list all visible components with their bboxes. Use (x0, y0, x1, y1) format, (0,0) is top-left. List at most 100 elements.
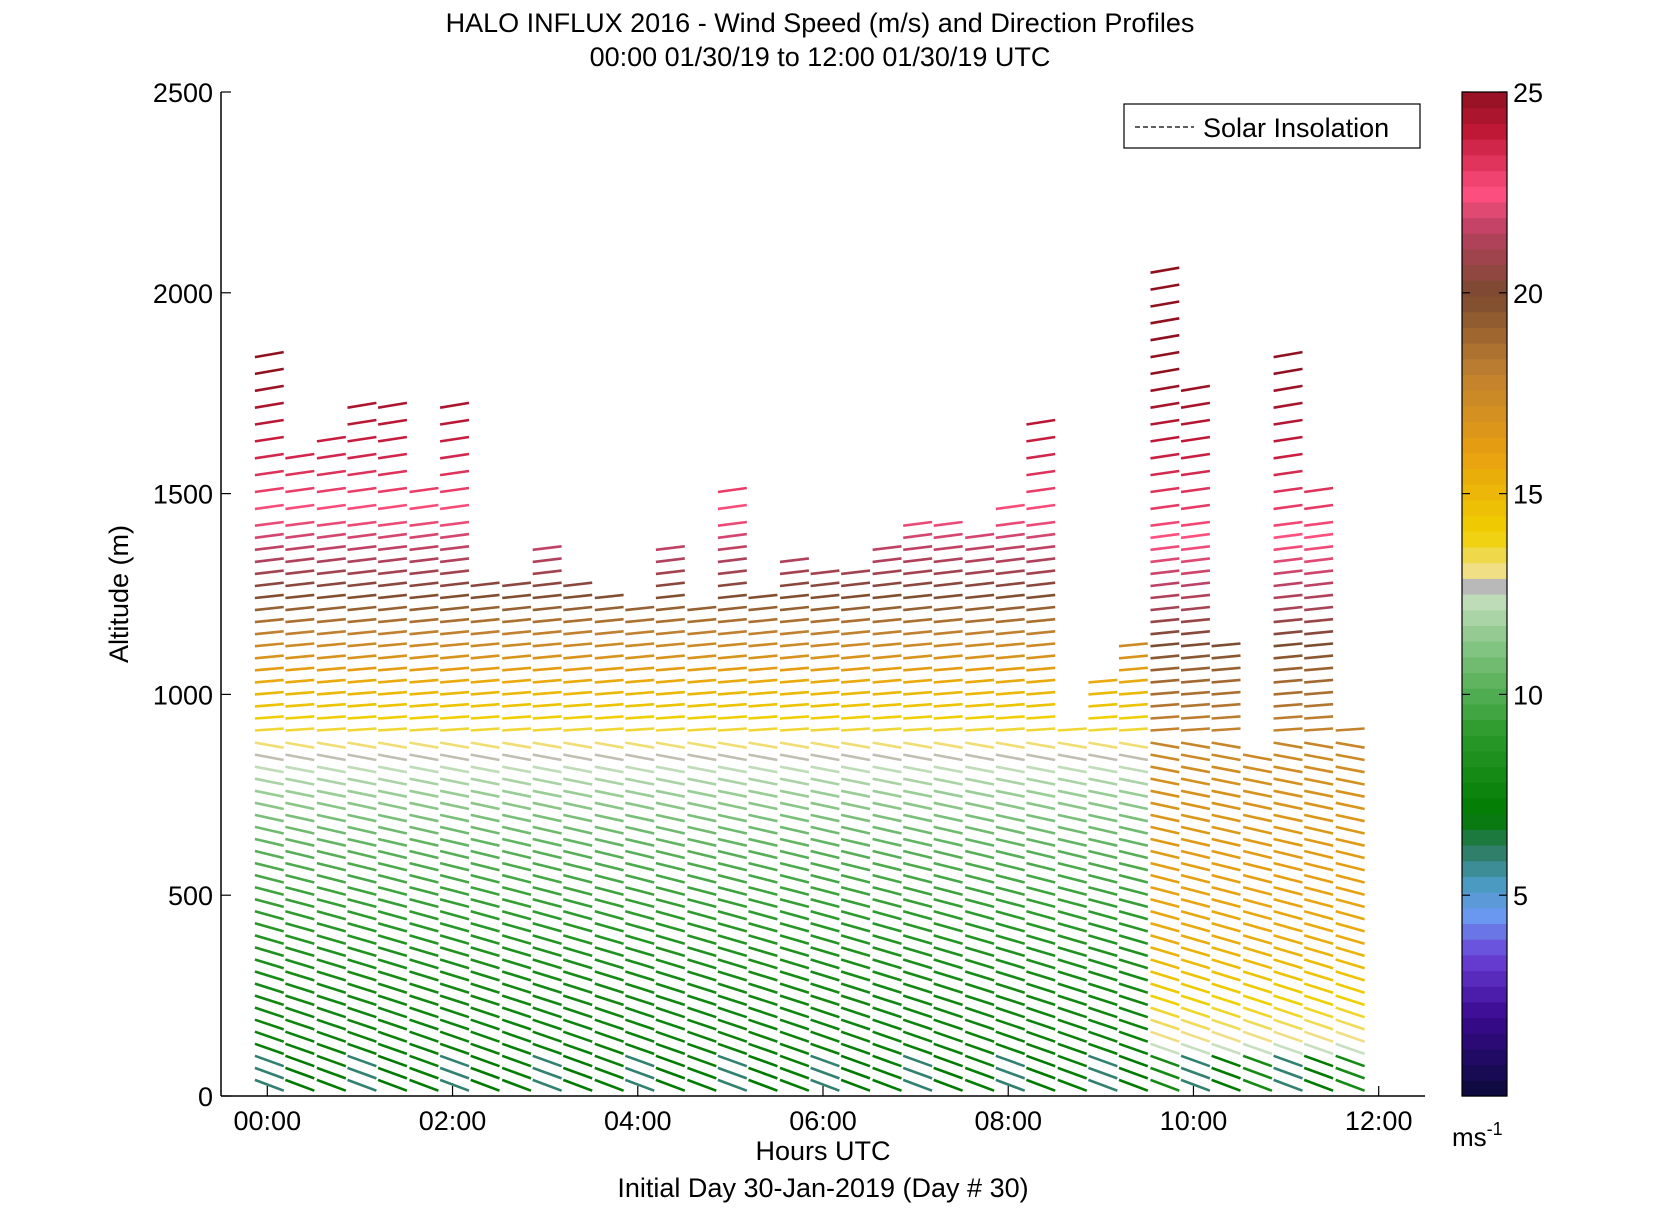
wind-barb (285, 910, 315, 921)
wind-barb (624, 970, 655, 982)
wind-barb (1150, 266, 1180, 274)
wind-barb (810, 1078, 840, 1092)
wind-barb (840, 946, 871, 958)
wind-barb (285, 503, 315, 511)
wind-barb (933, 678, 963, 684)
wind-barb (872, 545, 902, 552)
wind-barb (1180, 435, 1211, 443)
wind-barb (1088, 958, 1118, 970)
wind-barb (532, 946, 562, 958)
wind-barb (377, 690, 408, 696)
wind-barb (1150, 741, 1180, 749)
wind-barb (254, 401, 284, 409)
wind-barb (501, 994, 532, 1007)
wind-barb (470, 753, 500, 762)
wind-barb (1211, 982, 1241, 994)
wind-barb (439, 678, 470, 684)
wind-barb (501, 741, 532, 749)
wind-barb (840, 813, 871, 823)
wind-barb (1242, 982, 1273, 994)
wind-barb (779, 1042, 810, 1056)
wind-barb (1180, 678, 1211, 684)
wind-barb (563, 825, 593, 835)
wind-barb (872, 702, 902, 708)
wind-barb (1180, 630, 1211, 636)
wind-barb (1180, 452, 1211, 460)
wind-barb (594, 666, 624, 672)
wind-barb (347, 741, 377, 749)
wind-barb (1303, 825, 1334, 835)
wind-barb (1273, 849, 1303, 860)
wind-barb (502, 666, 532, 672)
wind-barb (779, 934, 810, 945)
wind-barb (532, 837, 562, 847)
wind-barb (501, 1042, 532, 1056)
wind-barb (501, 1054, 532, 1068)
wind-barb (562, 1054, 593, 1068)
colorbar-band (1462, 1064, 1507, 1081)
wind-barb (903, 605, 933, 612)
wind-barb (810, 690, 840, 696)
wind-barb (748, 982, 778, 994)
wind-barb (655, 605, 685, 612)
wind-barb (1242, 861, 1273, 872)
wind-barb (562, 1030, 593, 1043)
colorbar-band (1462, 939, 1507, 956)
wind-barb (1273, 503, 1303, 511)
wind-barb (1335, 849, 1365, 860)
wind-barb (964, 897, 995, 909)
wind-barb (1026, 469, 1056, 477)
wind-barb (810, 765, 840, 774)
wind-barb (840, 825, 871, 835)
wind-barb (254, 801, 284, 811)
wind-barb (316, 469, 346, 477)
wind-barb (470, 922, 500, 933)
wind-barb (1335, 970, 1365, 982)
wind-barb (316, 678, 346, 684)
wind-barb (1273, 1066, 1303, 1080)
wind-barb (377, 777, 408, 786)
wind-barb (563, 690, 593, 696)
wind-barb (810, 897, 840, 909)
wind-barb (687, 994, 717, 1007)
wind-barb (1242, 777, 1273, 786)
colorbar-band (1462, 845, 1507, 862)
wind-barb (748, 654, 778, 660)
wind-barb (347, 532, 377, 540)
wind-barb (594, 1054, 625, 1068)
wind-barb (1180, 861, 1211, 872)
wind-barb (377, 910, 408, 921)
y-tick-label: 1500 (153, 480, 213, 510)
wind-barb (1026, 849, 1056, 860)
wind-barb (1057, 849, 1088, 860)
wind-barb (532, 813, 562, 823)
wind-barb (1180, 1018, 1211, 1031)
wind-barb (995, 630, 1025, 636)
wind-barb (409, 825, 439, 835)
wind-barb (347, 702, 377, 708)
wind-barb (409, 1006, 439, 1019)
wind-barb (624, 994, 655, 1007)
wind-barb (1180, 715, 1210, 720)
wind-barb (687, 885, 717, 896)
wind-barb (377, 545, 408, 552)
wind-barb (440, 702, 470, 708)
wind-barb (1242, 994, 1273, 1007)
colorbar-band (1462, 970, 1507, 987)
wind-barb (625, 605, 655, 612)
y-tick-label: 1000 (153, 680, 213, 710)
wind-barb (1150, 630, 1180, 636)
wind-barb (470, 617, 500, 624)
wind-barb (316, 1030, 347, 1043)
wind-barb (995, 849, 1026, 860)
wind-barb (995, 837, 1025, 847)
wind-barb (840, 885, 871, 896)
wind-barb (409, 503, 439, 511)
wind-barb (810, 825, 840, 835)
wind-barb (254, 630, 284, 636)
wind-barb (316, 503, 346, 511)
wind-barb (377, 1030, 408, 1043)
wind-barb (563, 741, 593, 749)
wind-barb (1304, 690, 1334, 696)
wind-barb (1211, 801, 1241, 811)
